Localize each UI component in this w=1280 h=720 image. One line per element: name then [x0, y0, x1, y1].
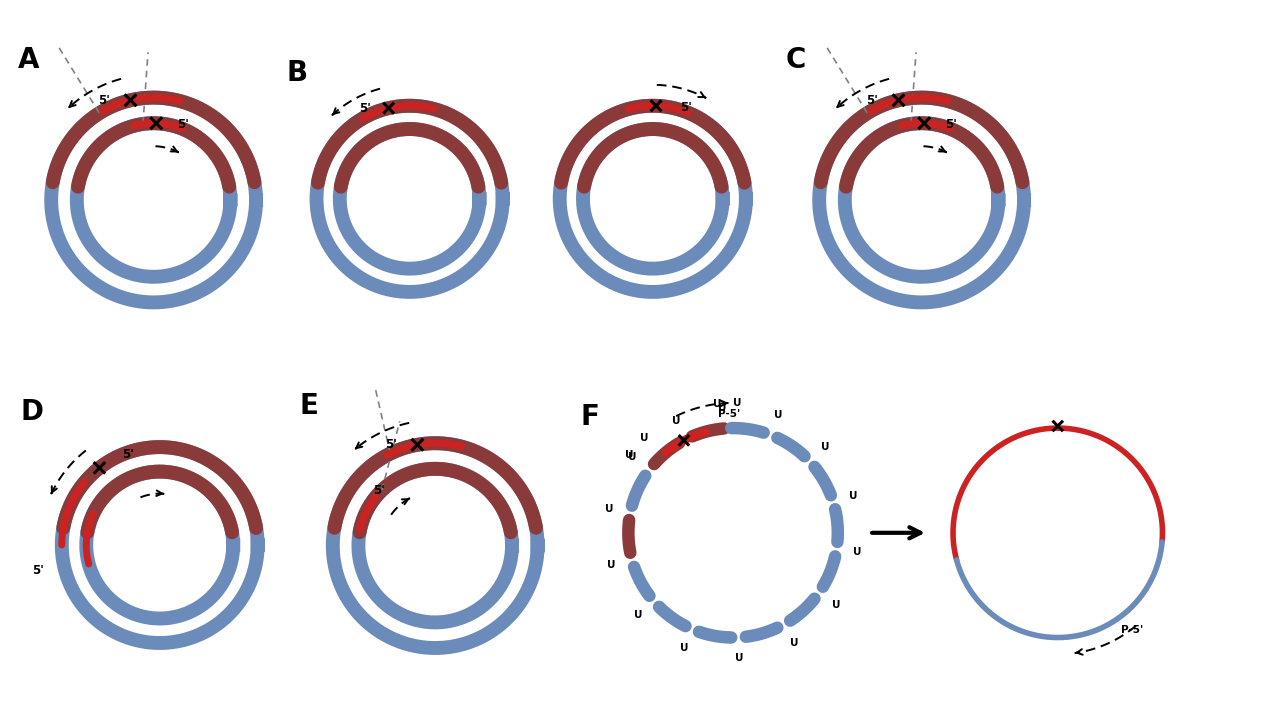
- Text: U: U: [718, 402, 726, 413]
- Text: 5': 5': [32, 564, 45, 577]
- Text: U: U: [832, 600, 840, 610]
- Text: U: U: [774, 410, 782, 420]
- Text: U: U: [736, 653, 744, 663]
- Text: A: A: [18, 46, 40, 74]
- Text: U: U: [849, 491, 858, 501]
- Text: U: U: [640, 433, 649, 443]
- Text: 5': 5': [946, 118, 957, 131]
- Text: P-5': P-5': [1121, 625, 1143, 635]
- Text: U: U: [672, 416, 680, 426]
- Text: 5': 5': [178, 118, 189, 131]
- Text: 5': 5': [374, 484, 385, 497]
- Text: 5': 5': [123, 448, 134, 461]
- Text: 5': 5': [680, 101, 692, 114]
- Text: U: U: [625, 450, 634, 459]
- Text: U: U: [634, 611, 643, 620]
- Text: 5': 5': [865, 94, 878, 107]
- Text: U: U: [790, 638, 799, 648]
- Text: 5': 5': [385, 438, 397, 451]
- Text: 5': 5': [97, 94, 110, 107]
- Text: U: U: [605, 504, 614, 514]
- Text: U: U: [713, 399, 722, 409]
- Text: U: U: [680, 644, 689, 654]
- Text: U: U: [852, 547, 861, 557]
- Text: U: U: [608, 560, 616, 570]
- Text: D: D: [20, 398, 44, 426]
- Text: P-5': P-5': [718, 409, 740, 419]
- Text: E: E: [300, 392, 319, 420]
- Text: F: F: [580, 403, 599, 431]
- Text: U: U: [628, 452, 637, 462]
- Text: U: U: [733, 398, 742, 408]
- Text: C: C: [786, 46, 806, 74]
- Text: 5': 5': [358, 102, 371, 115]
- Text: B: B: [287, 59, 307, 87]
- Text: U: U: [820, 442, 829, 452]
